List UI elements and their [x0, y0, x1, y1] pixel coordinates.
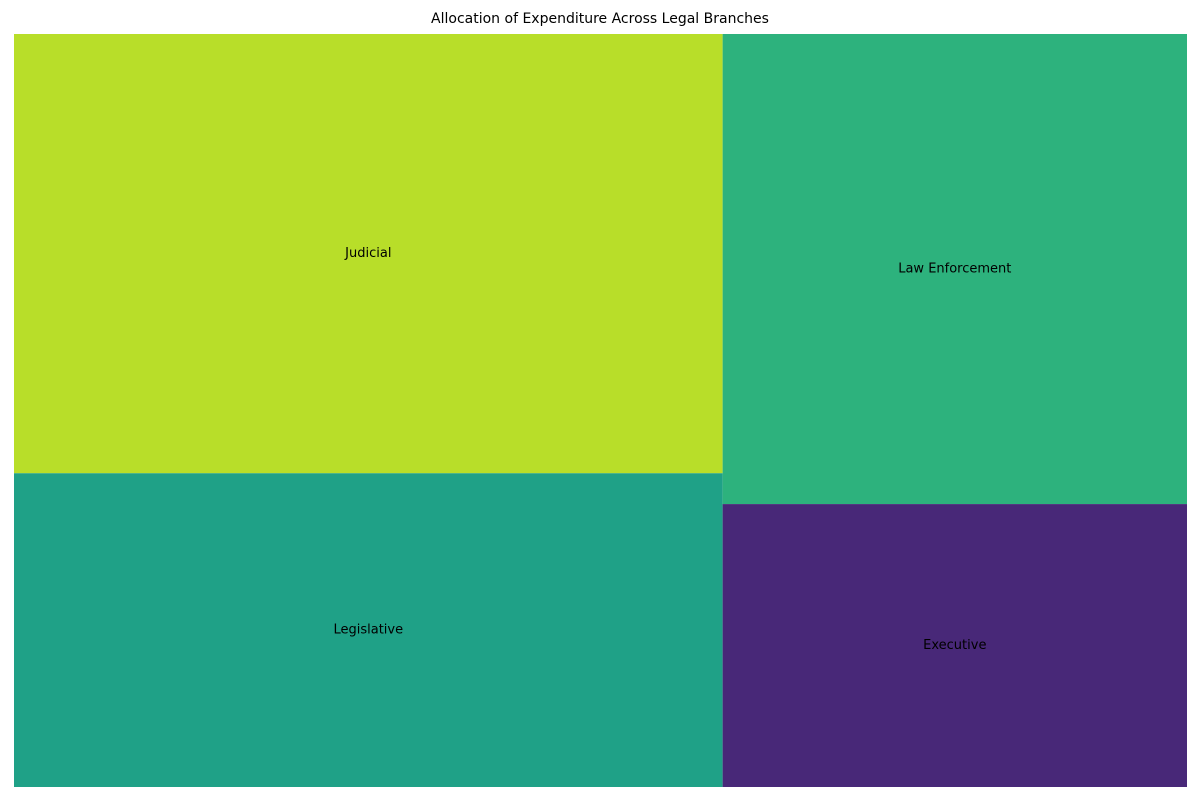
- treemap-tile-legislative: [14, 473, 723, 787]
- treemap-label-law-enforcement: Law Enforcement: [898, 262, 1011, 277]
- chart-title: Allocation of Expenditure Across Legal B…: [431, 11, 769, 27]
- treemap-label-judicial: Judicial: [344, 246, 391, 261]
- treemap-labels: Judicial Legislative Law Enforcement Execut…: [333, 246, 1011, 653]
- treemap-label-legislative: Legislative: [333, 623, 403, 638]
- treemap-tile-judicial: [14, 34, 723, 474]
- treemap-tiles: [14, 34, 1187, 787]
- treemap-tile-executive: [722, 504, 1187, 787]
- treemap-label-executive: Executive: [923, 638, 986, 653]
- treemap-tile-law-enforcement: [722, 34, 1187, 505]
